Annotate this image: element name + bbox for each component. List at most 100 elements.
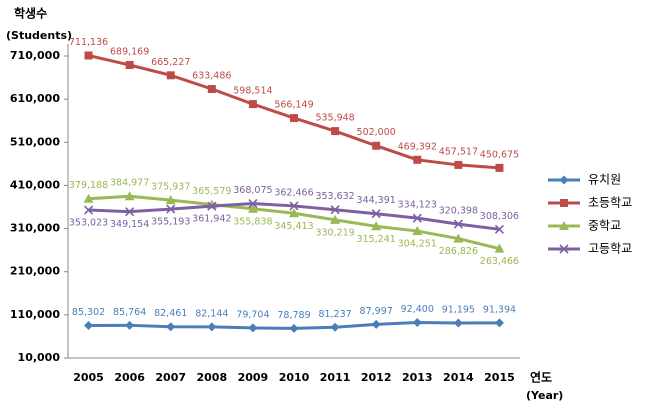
point <box>453 233 464 243</box>
value-label: 345,413 <box>274 221 313 232</box>
point <box>248 100 257 109</box>
point <box>371 209 381 219</box>
point <box>559 175 569 185</box>
value-label: 320,398 <box>439 206 478 217</box>
legend-label: 중학교 <box>588 219 621 233</box>
point <box>559 244 569 254</box>
value-label: 535,948 <box>315 113 354 124</box>
value-label: 711,136 <box>69 37 108 48</box>
point <box>83 205 94 215</box>
value-label: 78,789 <box>277 310 310 321</box>
x-tick-label: 2007 <box>155 371 186 384</box>
value-label: 263,466 <box>480 256 519 267</box>
value-label: 81,237 <box>318 309 351 320</box>
point <box>453 219 463 229</box>
x-axis-subtitle: (Year) <box>526 389 563 402</box>
value-label: 334,123 <box>398 200 437 211</box>
value-label: 362,466 <box>274 187 313 198</box>
value-label: 598,514 <box>233 86 272 97</box>
y-tick-label: 310,000 <box>10 222 60 235</box>
point <box>412 213 422 223</box>
point <box>125 207 135 217</box>
y-tick-label: 610,000 <box>10 92 60 105</box>
point <box>330 322 340 332</box>
y-tick-label: 410,000 <box>10 178 60 191</box>
x-tick-label: 2006 <box>114 371 145 384</box>
point <box>125 320 135 330</box>
legend-label: 유치원 <box>588 173 621 187</box>
x-tick-label: 2015 <box>484 371 515 384</box>
legend-label: 초등학교 <box>588 196 632 210</box>
value-label: 82,144 <box>195 308 228 319</box>
value-label: 689,169 <box>110 46 149 57</box>
point <box>494 318 504 328</box>
value-label: 92,400 <box>401 304 434 315</box>
x-axis-title: 연도 <box>530 370 552 385</box>
point <box>330 205 340 215</box>
point <box>289 208 299 218</box>
x-tick-label: 2005 <box>73 371 104 384</box>
value-label: 91,195 <box>442 304 475 315</box>
point <box>247 203 258 213</box>
y-tick-label: 710,000 <box>10 49 60 62</box>
value-label: 450,675 <box>480 149 519 160</box>
point <box>494 224 505 234</box>
point <box>454 160 463 169</box>
value-label: 87,997 <box>360 306 393 317</box>
y-axis-title: 학생수 <box>14 6 47 21</box>
value-label: 82,461 <box>154 308 187 319</box>
point <box>371 319 381 329</box>
value-label: 361,942 <box>192 214 231 225</box>
y-axis-subtitle: (Students) <box>6 29 72 42</box>
y-tick-label: 510,000 <box>10 135 60 148</box>
x-tick-label: 2010 <box>279 371 310 384</box>
value-label: 353,632 <box>315 191 354 202</box>
point <box>84 51 93 60</box>
point <box>290 114 298 123</box>
point <box>289 323 299 333</box>
value-label: 355,838 <box>233 216 272 227</box>
point <box>207 201 217 211</box>
point <box>207 85 216 94</box>
point <box>166 322 176 332</box>
point <box>331 127 340 136</box>
value-label: 91,394 <box>483 304 516 315</box>
point <box>166 204 176 214</box>
point <box>124 191 135 201</box>
point <box>83 193 94 203</box>
value-label: 375,937 <box>151 182 190 193</box>
value-label: 349,154 <box>110 219 149 230</box>
point <box>84 321 94 331</box>
value-label: 330,219 <box>315 227 354 238</box>
value-label: 315,241 <box>357 234 396 245</box>
point <box>559 221 569 230</box>
point <box>166 71 175 80</box>
point <box>494 243 505 253</box>
value-label: 457,517 <box>439 146 478 157</box>
y-tick-label: 210,000 <box>10 265 60 278</box>
x-tick-label: 2012 <box>361 371 392 384</box>
x-tick-label: 2013 <box>402 371 433 384</box>
value-label: 355,193 <box>151 217 190 228</box>
x-tick-label: 2014 <box>443 371 474 384</box>
legend-label: 고등학교 <box>588 242 632 256</box>
value-label: 79,704 <box>236 309 269 320</box>
point <box>371 221 382 231</box>
value-label: 365,579 <box>192 186 231 197</box>
value-label: 469,392 <box>398 141 437 152</box>
value-label: 665,227 <box>151 57 190 68</box>
point <box>330 214 341 224</box>
point <box>412 226 423 236</box>
y-tick-label: 110,000 <box>10 308 60 321</box>
point <box>248 198 258 209</box>
value-label: 633,486 <box>192 71 231 82</box>
value-label: 308,306 <box>480 211 519 222</box>
point <box>453 318 463 328</box>
y-tick-label: 10,000 <box>18 351 61 364</box>
point <box>289 201 299 211</box>
x-tick-label: 2008 <box>197 371 228 384</box>
x-tick-label: 2011 <box>320 371 351 384</box>
value-label: 502,000 <box>357 127 396 138</box>
